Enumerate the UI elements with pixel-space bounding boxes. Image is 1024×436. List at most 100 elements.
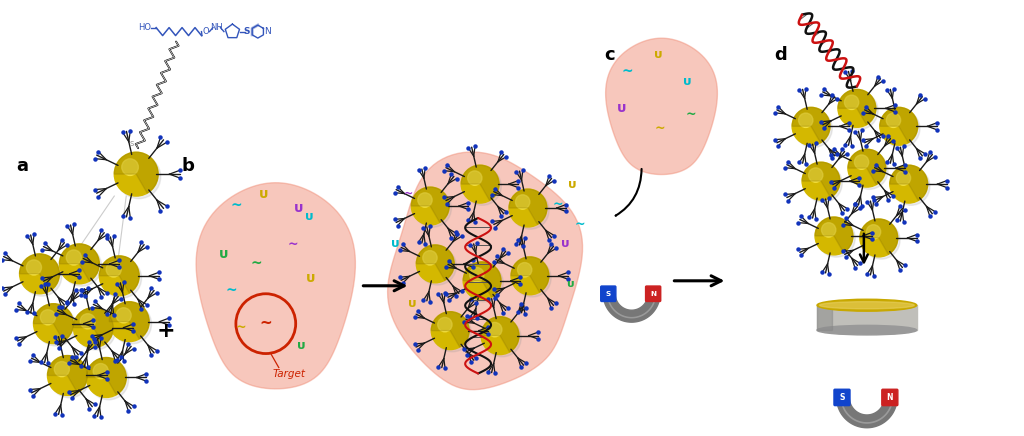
- FancyBboxPatch shape: [817, 305, 916, 330]
- Circle shape: [513, 259, 551, 297]
- Circle shape: [80, 313, 95, 329]
- Text: ᴜ: ᴜ: [561, 238, 568, 250]
- Circle shape: [19, 254, 59, 294]
- Circle shape: [854, 155, 868, 169]
- Text: ~: ~: [225, 284, 237, 298]
- Text: ᴜ: ᴜ: [297, 339, 305, 352]
- Wedge shape: [509, 189, 547, 225]
- Wedge shape: [417, 245, 455, 280]
- Text: N: N: [650, 291, 656, 297]
- Text: c: c: [605, 45, 615, 64]
- Wedge shape: [412, 187, 450, 222]
- Circle shape: [845, 95, 859, 109]
- Circle shape: [793, 107, 830, 145]
- Circle shape: [34, 304, 74, 344]
- Text: N: N: [264, 27, 271, 36]
- Circle shape: [40, 310, 55, 325]
- Text: ~: ~: [259, 316, 272, 331]
- Wedge shape: [59, 244, 99, 281]
- Circle shape: [47, 356, 87, 395]
- Text: HO: HO: [137, 23, 151, 32]
- Wedge shape: [890, 165, 928, 201]
- Text: ᴜ: ᴜ: [391, 238, 399, 250]
- Circle shape: [115, 152, 158, 196]
- Text: s: s: [130, 139, 134, 148]
- Text: S: S: [605, 291, 611, 297]
- Text: ~: ~: [553, 198, 563, 211]
- Text: N: N: [887, 393, 893, 402]
- Text: ~: ~: [250, 257, 261, 271]
- Wedge shape: [34, 304, 74, 341]
- Circle shape: [802, 162, 840, 200]
- Circle shape: [511, 257, 549, 295]
- Polygon shape: [388, 152, 583, 390]
- Circle shape: [799, 113, 813, 127]
- Circle shape: [466, 264, 504, 302]
- Text: ᴜ: ᴜ: [306, 271, 315, 285]
- Circle shape: [882, 109, 920, 147]
- Circle shape: [414, 189, 452, 227]
- Circle shape: [515, 195, 529, 209]
- Circle shape: [481, 317, 519, 354]
- Text: NH: NH: [210, 23, 223, 32]
- Circle shape: [122, 159, 138, 175]
- Circle shape: [848, 149, 886, 187]
- Text: O: O: [202, 27, 209, 36]
- Circle shape: [412, 187, 450, 225]
- Circle shape: [509, 189, 547, 227]
- Wedge shape: [802, 162, 840, 198]
- Circle shape: [99, 256, 139, 296]
- Text: ᴜ: ᴜ: [653, 48, 662, 61]
- Circle shape: [89, 360, 129, 400]
- Circle shape: [815, 217, 853, 255]
- Circle shape: [423, 251, 437, 265]
- Text: ~: ~: [574, 218, 585, 231]
- Circle shape: [463, 262, 501, 300]
- Wedge shape: [838, 89, 876, 125]
- Wedge shape: [86, 358, 126, 395]
- Wedge shape: [815, 217, 853, 252]
- Circle shape: [892, 167, 930, 205]
- Circle shape: [461, 165, 499, 203]
- Polygon shape: [197, 183, 355, 389]
- Circle shape: [93, 364, 109, 379]
- FancyBboxPatch shape: [601, 286, 615, 301]
- FancyBboxPatch shape: [834, 389, 850, 405]
- Circle shape: [27, 260, 42, 275]
- Circle shape: [511, 191, 549, 229]
- Text: ᴜ: ᴜ: [294, 201, 303, 215]
- Wedge shape: [793, 107, 830, 143]
- Wedge shape: [860, 219, 898, 254]
- Text: ~: ~: [403, 189, 413, 199]
- Circle shape: [437, 317, 452, 332]
- Text: ~: ~: [686, 108, 696, 121]
- Text: Target: Target: [272, 368, 305, 378]
- Circle shape: [487, 322, 502, 337]
- Wedge shape: [74, 308, 114, 345]
- FancyBboxPatch shape: [817, 305, 831, 330]
- Circle shape: [850, 151, 888, 189]
- Circle shape: [880, 107, 918, 145]
- Circle shape: [76, 310, 116, 350]
- Circle shape: [886, 113, 901, 127]
- Wedge shape: [99, 256, 139, 293]
- Circle shape: [86, 358, 126, 398]
- Ellipse shape: [817, 325, 916, 335]
- Circle shape: [74, 308, 114, 347]
- Circle shape: [517, 262, 531, 277]
- Text: ᴜ: ᴜ: [409, 297, 417, 310]
- Text: b: b: [181, 157, 194, 175]
- Circle shape: [59, 244, 99, 284]
- Ellipse shape: [819, 302, 914, 309]
- Polygon shape: [605, 38, 718, 174]
- Circle shape: [468, 171, 482, 185]
- Circle shape: [106, 262, 121, 277]
- Text: ~: ~: [236, 321, 246, 334]
- Circle shape: [50, 358, 90, 398]
- Text: ~: ~: [654, 122, 665, 135]
- Circle shape: [112, 304, 152, 344]
- Circle shape: [804, 164, 842, 202]
- Wedge shape: [47, 356, 87, 393]
- Circle shape: [809, 168, 823, 182]
- Text: ᴜ: ᴜ: [683, 75, 691, 88]
